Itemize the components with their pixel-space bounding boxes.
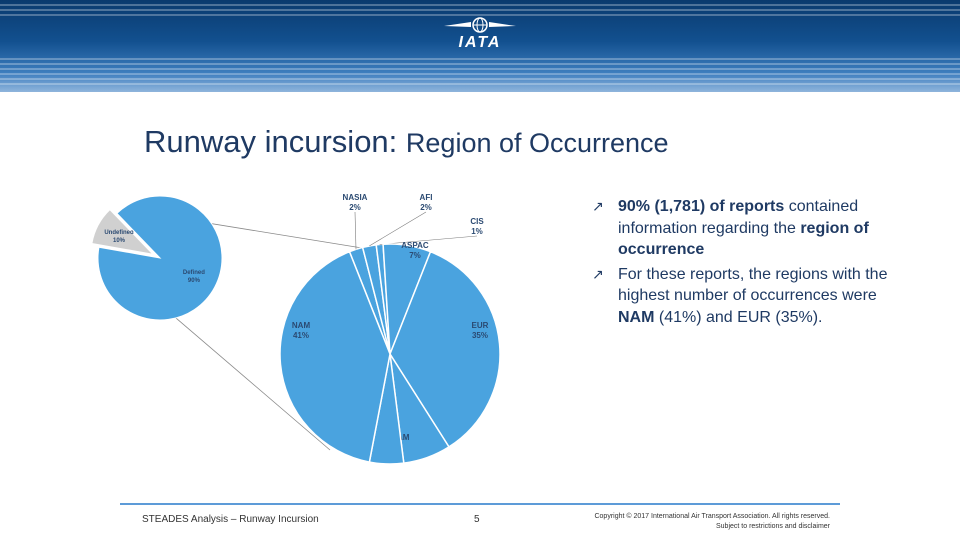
title-main: Runway incursion: [144,124,398,159]
slice-label-afi: AFI 2% [420,193,433,212]
pie-slice-eur [389,250,501,448]
slice-label-nasia: NASIA 2% [343,193,368,212]
pie-slice-undefined [91,208,155,256]
header-band: IATA [0,0,960,92]
slice-label-undefined: Undefined 10% [104,230,134,244]
slice-label-cis: CIS 1% [470,217,484,236]
bullet-list: ↗ 90% (1,781) of reports contained infor… [592,196,912,331]
leader-line-cis [379,235,478,245]
pie-slice-defined [97,195,223,321]
bullet-2-rest: For these reports, the regions with the … [618,265,888,305]
copyright-line-1: Copyright © 2017 International Air Trans… [594,513,830,520]
slice-label-eur: EUR 35% [472,321,489,340]
bullet-item-1: ↗ 90% (1,781) of reports contained infor… [592,196,912,261]
slice-label-aspac: ASPAC 7% [401,241,429,260]
bullet-2-tail: (41%) and EUR (35%). [654,308,823,326]
bullet-1-rest: contained information regarding the [618,198,859,237]
bullet-2-strong2: NAM [618,308,655,326]
bullet-1-strong2: region of occurrence [618,219,869,259]
slice-label-nam: NAM 41% [292,321,311,340]
bullet-1-strong: 90% (1,781) of reports [618,198,785,215]
copyright: Copyright © 2017 International Air Trans… [520,512,830,532]
arrow-bullet-icon: ↗ [592,198,604,214]
page-title: Runway incursion: Region of Occurrence [144,124,669,160]
copyright-line-2: Subject to restrictions and disclaimer [716,523,830,530]
logo-text: IATA [458,34,502,51]
arrow-bullet-icon: ↗ [592,265,604,282]
page-number: 5 [474,514,480,525]
globe-wings-icon [444,17,516,33]
leader-line-afi [369,211,427,247]
region-pie-chart: Undefined 10% Defined 90% NASIA 2% AFI 2% CIS 1%… [91,193,501,465]
footer-divider [120,503,840,505]
iata-logo: IATA [440,16,520,52]
pie-slice-nam [279,250,391,463]
slice-label-defined: Defined 90% [183,270,205,284]
footer-title: STEADES Analysis – Runway Incursion [142,514,319,525]
title-sub: Region of Occurrence [405,128,669,158]
bullet-item-2: ↗ For these reports, the regions with th… [592,264,912,329]
leader-line-nasia [354,211,357,250]
